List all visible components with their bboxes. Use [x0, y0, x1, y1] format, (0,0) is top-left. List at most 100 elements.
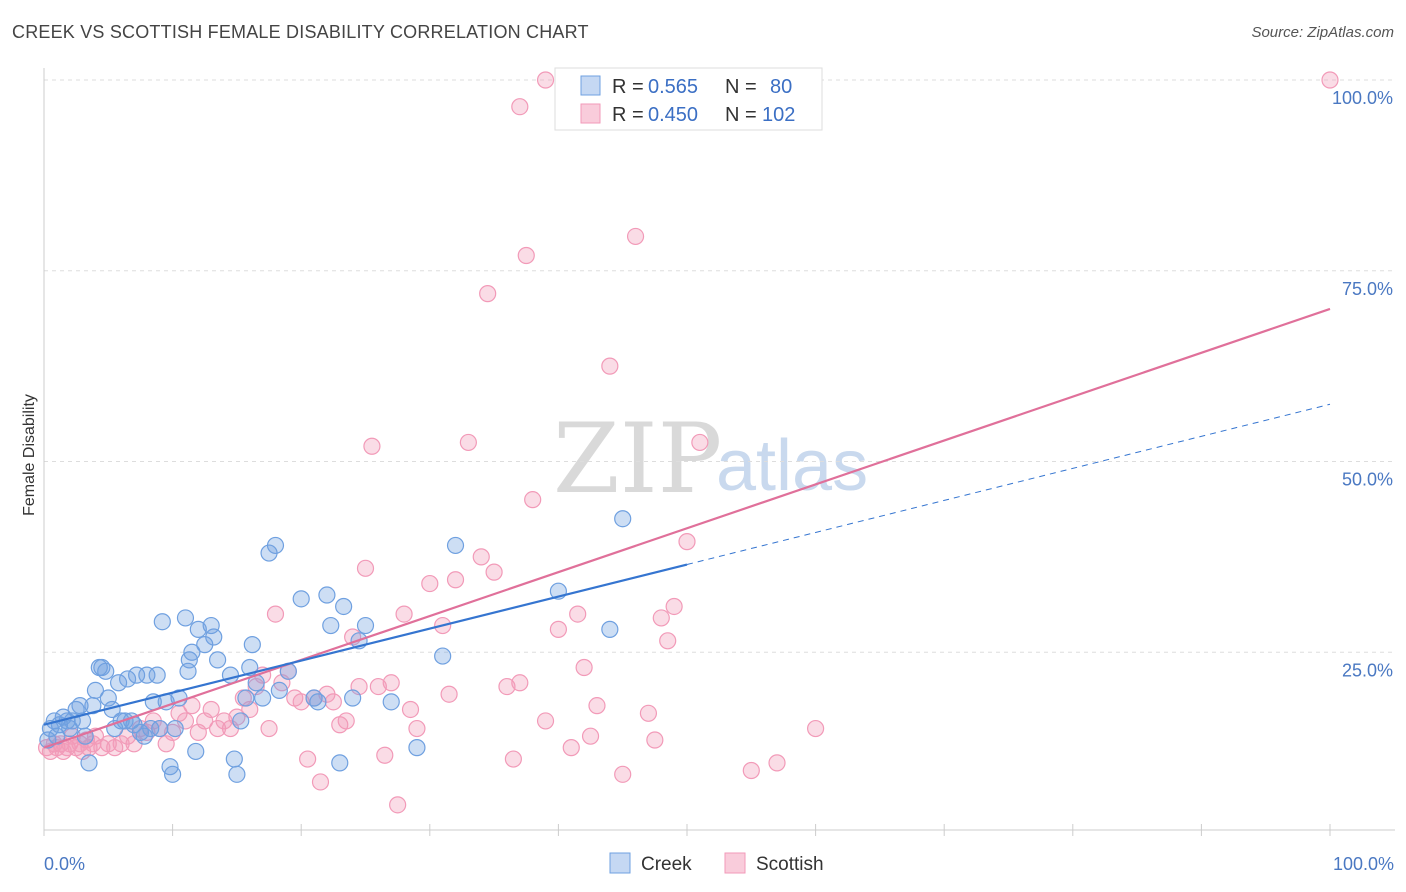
creek-point [237, 689, 255, 707]
creek-point [344, 689, 362, 707]
scottish-point [549, 620, 568, 638]
creek-point [382, 693, 400, 711]
bottom-legend-swatch-creek [609, 852, 631, 874]
legend-swatch-creek [580, 75, 601, 96]
scottish-point [569, 605, 587, 623]
creek-point [335, 597, 353, 616]
scottish-point [536, 712, 555, 730]
scottish-point [376, 746, 394, 764]
creek-point [614, 510, 632, 528]
x-tick-label-max: 100.0% [1333, 854, 1394, 874]
scottish-point [504, 750, 522, 768]
scottish-point [562, 739, 580, 757]
creek-point [434, 647, 452, 665]
scottish-point [382, 674, 400, 692]
creek-point [205, 628, 223, 646]
y-tick-label: 50.0% [1342, 470, 1393, 490]
scottish-point [575, 658, 593, 677]
legend: R = 0.565 N = 80 R = 0.450 N = 102 [554, 67, 823, 131]
creek-point [86, 681, 105, 700]
legend-r-value-scottish: 0.450 [648, 104, 698, 126]
legend-n-value-creek: 80 [770, 76, 792, 98]
scottish-point [588, 697, 606, 715]
legend-n-label-scottish: N = [725, 104, 757, 126]
scottish-point [266, 605, 285, 623]
gridlines [44, 79, 1395, 653]
scottish-point [260, 719, 278, 738]
scottish-point [652, 609, 670, 627]
scottish-point [401, 700, 420, 719]
y-axis-label: Female Disability [21, 394, 38, 516]
creek-point [331, 754, 349, 772]
scottish-point [678, 533, 696, 551]
scottish-point [665, 597, 683, 616]
scottish-point [614, 765, 632, 783]
watermark-atlas: atlas [716, 426, 868, 506]
scottish-point [659, 632, 677, 650]
scottish-point [498, 677, 516, 696]
legend-r-label-scottish: R = [612, 104, 644, 126]
scottish-point [511, 674, 529, 692]
scottish-point [446, 571, 465, 589]
scottish-point [511, 98, 529, 116]
scottish-point [646, 731, 664, 749]
creek-point [322, 616, 340, 635]
creek-point [446, 536, 465, 555]
creek-point [266, 536, 285, 555]
trend-line-scottish [43, 307, 1331, 749]
scottish-point [768, 754, 786, 772]
scottish-point [395, 605, 413, 623]
creek-point [254, 689, 272, 707]
creek-point [187, 742, 205, 761]
x-ticks [43, 824, 1331, 836]
y-tick-label: 75.0% [1342, 279, 1393, 299]
creek-point [97, 662, 115, 680]
creek-point [232, 712, 250, 730]
creek-point [356, 616, 375, 635]
creek-point [80, 754, 98, 772]
x-tick-label-min: 0.0% [44, 854, 85, 874]
y-tick-label: 100.0% [1332, 88, 1393, 108]
scottish-point [311, 773, 330, 791]
legend-swatch-scottish [580, 103, 601, 124]
scottish-point [1321, 71, 1339, 89]
creek-point [109, 674, 128, 692]
creek-point [164, 765, 182, 783]
scottish-point [536, 71, 555, 89]
trend-line-creek [43, 563, 688, 726]
creek-point [151, 719, 169, 738]
creek-point [142, 719, 160, 738]
bottom-legend-label-scottish: Scottish [756, 854, 824, 875]
scottish-point [639, 704, 658, 722]
creek-point [189, 620, 207, 638]
scottish-point [472, 548, 490, 566]
scottish-point [389, 796, 407, 814]
creek-point [153, 613, 171, 631]
creek-point [270, 681, 288, 700]
creek-point [176, 609, 195, 627]
creek-point [408, 739, 426, 757]
legend-n-value-scottish: 102 [762, 104, 795, 126]
creek-point [209, 651, 227, 669]
creek-point [166, 719, 184, 738]
legend-r-value-creek: 0.565 [648, 76, 698, 98]
creek-point [309, 693, 327, 711]
scottish-point [517, 246, 535, 265]
scottish-point [363, 437, 381, 455]
scottish-point [369, 677, 387, 696]
creek-point [292, 590, 310, 608]
creek-point [243, 636, 261, 654]
creek-point [318, 586, 336, 604]
scottish-point [806, 719, 825, 738]
scottish-point [742, 761, 760, 780]
scottish-point [324, 693, 342, 711]
scottish-point [299, 750, 317, 768]
y-tick-labels: 25.0% 50.0% 75.0% 100.0% [1332, 88, 1393, 680]
trend-line-creek-extension [686, 403, 1331, 565]
scottish-point [524, 491, 542, 509]
scottish-point [202, 700, 220, 719]
series-creek-points [39, 510, 632, 783]
creek-point [228, 765, 246, 783]
creek-point [148, 666, 166, 684]
